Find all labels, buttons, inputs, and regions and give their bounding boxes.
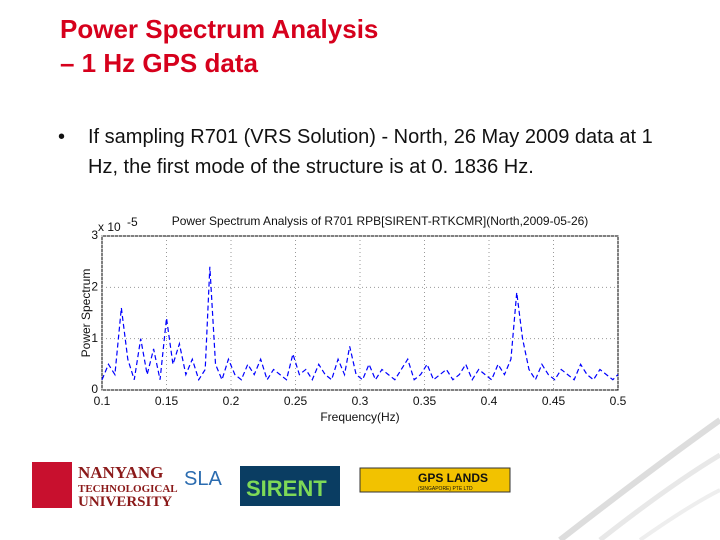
- line: [101, 266, 619, 382]
- decor: [558, 417, 720, 540]
- y-multiplier: x 10: [98, 220, 121, 234]
- chart: 0 1 2 3 0.1 0.15 0.2 0.25 0.3 0.35 0.4 0.45 0.5 Power…: [79, 214, 626, 424]
- y-tick-label: 1: [91, 331, 98, 345]
- decor: [638, 488, 720, 540]
- x-tick-label: 0.2: [223, 394, 240, 408]
- slide-title: Power Spectrum Analysis: [60, 14, 378, 44]
- bullet-dot: •: [58, 126, 66, 148]
- y-axis-label: Power Spectrum: [79, 269, 93, 358]
- decor: [598, 452, 720, 540]
- logo-text: UNIVERSITY: [78, 494, 172, 510]
- x-tick-label: 0.35: [413, 394, 437, 408]
- logo-text: SLA: [184, 468, 222, 490]
- x-tick-label: 0.3: [352, 394, 369, 408]
- x-tick-label: 0.4: [481, 394, 498, 408]
- x-tick-label: 0.5: [610, 394, 627, 408]
- x-axis-label: Frequency(Hz): [320, 410, 399, 424]
- x-tick-label: 0.1: [94, 394, 111, 408]
- logo-text: (SINGAPORE) PTE LTD: [418, 486, 473, 492]
- chart-title: Power Spectrum Analysis of R701 RPB[SIRE…: [172, 214, 589, 228]
- logo-text: SIRENT: [246, 476, 327, 501]
- y-tick-label: 2: [91, 280, 98, 294]
- y-multiplier-exp: -5: [127, 215, 138, 229]
- y-tick-label: 3: [91, 228, 98, 242]
- gps-logo: [359, 467, 511, 493]
- x-tick-label: 0.45: [542, 394, 566, 408]
- bullet-text: If sampling R701 (VRS Solution) - North,…: [88, 126, 653, 178]
- bullet: • If sampling R701 (VRS Solution) - North…: [58, 122, 683, 182]
- logo-text: GPS LANDS: [418, 471, 488, 485]
- ntu-crest: [32, 462, 72, 508]
- logo-text: NANYANG: [78, 463, 163, 482]
- y-tick-label: 0: [91, 382, 98, 396]
- sirent-logo: [240, 466, 340, 506]
- slide-title: – 1 Hz GPS data: [60, 48, 258, 78]
- x-tick-label: 0.25: [284, 394, 308, 408]
- x-tick-label: 0.15: [155, 394, 179, 408]
- logo-text: TECHNOLOGICAL: [78, 483, 178, 495]
